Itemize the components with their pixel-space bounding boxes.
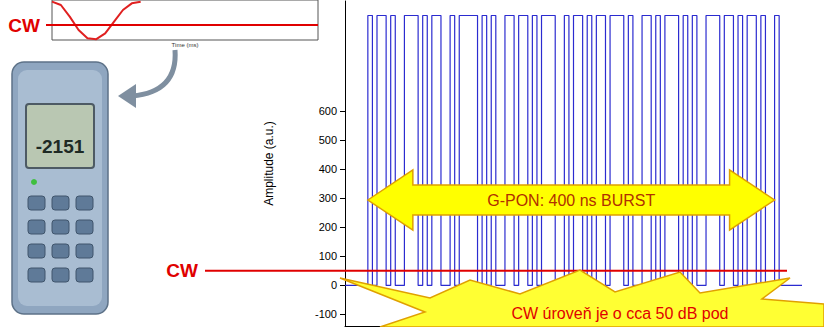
svg-text:500: 500 xyxy=(319,134,337,146)
svg-text:-100: -100 xyxy=(315,308,337,320)
svg-text:600: 600 xyxy=(319,105,337,117)
svg-text:Time (ms): Time (ms) xyxy=(172,42,199,48)
svg-text:Amplitude (a.u.): Amplitude (a.u.) xyxy=(262,121,276,206)
svg-text:300: 300 xyxy=(319,192,337,204)
svg-text:100: 100 xyxy=(319,250,337,262)
svg-text:400: 400 xyxy=(319,163,337,175)
svg-text:0: 0 xyxy=(331,279,337,291)
svg-text:200: 200 xyxy=(319,221,337,233)
svg-text:-2151: -2151 xyxy=(36,136,85,157)
svg-text:CW: CW xyxy=(166,260,198,281)
svg-text:G-PON: 400 ns BURST: G-PON: 400 ns BURST xyxy=(487,192,655,209)
svg-text:CW: CW xyxy=(8,15,40,36)
svg-text:CW úroveň je o cca 50 dB pod: CW úroveň je o cca 50 dB pod xyxy=(511,305,728,322)
